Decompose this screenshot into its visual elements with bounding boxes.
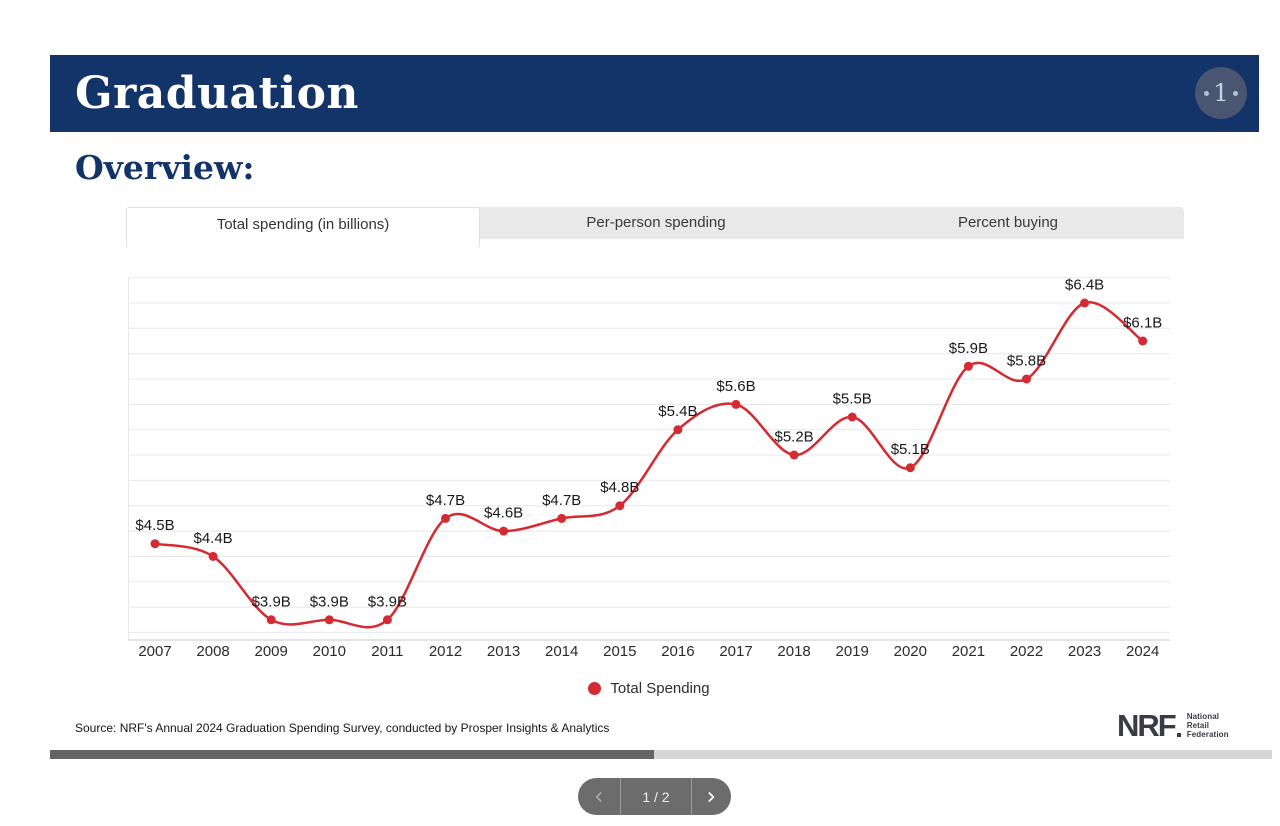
pager: 1 / 2 [578,778,731,815]
data-point[interactable] [731,399,741,409]
data-label: $3.9B [310,593,349,610]
scrollbar-thumb[interactable] [50,750,654,759]
data-point[interactable] [673,425,683,435]
data-label: $5.4B [658,403,697,420]
x-axis-label: 2018 [777,643,810,660]
x-axis-label: 2012 [429,643,462,660]
page-title: Graduation [75,68,359,119]
tab-percent-buying[interactable]: Percent buying [957,214,1059,231]
data-point[interactable] [847,412,857,422]
data-point[interactable] [1080,298,1090,308]
nrf-logo: NRF National Retail Federation [1117,710,1229,741]
data-label: $4.7B [426,492,465,509]
data-point[interactable] [324,615,334,625]
data-label: $4.6B [484,505,523,522]
badge-number: 1 [1213,79,1229,107]
total-spending-line [154,301,1144,629]
data-point[interactable] [266,615,276,625]
badge-dot-icon [1204,90,1210,96]
x-axis-label: 2020 [894,643,927,660]
x-axis-label: 2024 [1126,643,1159,660]
data-label: $4.7B [542,492,581,509]
x-axis-label: 2017 [719,643,752,660]
legend-marker-icon [588,682,602,695]
data-point[interactable] [905,463,915,473]
data-point[interactable] [963,361,973,371]
data-point[interactable] [1022,374,1031,384]
data-label: $5.5B [833,391,872,408]
x-axis-label: 2015 [603,643,636,660]
nrf-logo-text: NRF [1117,710,1181,741]
x-axis-label: 2013 [487,643,520,660]
section-heading: Overview: [75,148,255,187]
x-axis-label: 2009 [255,643,288,660]
nrf-logo-tagline: National Retail Federation [1186,712,1229,739]
data-label: $4.8B [600,479,639,496]
data-label: $6.4B [1065,277,1104,294]
horizontal-scrollbar[interactable] [50,750,1272,759]
x-axis-label: 2014 [545,643,578,660]
data-label: $5.2B [774,429,813,446]
chevron-left-icon [596,791,602,802]
prev-page-button[interactable] [578,778,620,815]
data-label: $3.9B [368,593,407,610]
x-axis-label: 2010 [313,643,346,660]
x-axis-label: 2008 [196,643,229,660]
data-label: $4.4B [193,530,232,547]
data-point[interactable] [789,450,799,460]
x-axis-label: 2011 [371,643,403,660]
title-bar: Graduation 1 [50,55,1259,132]
data-point[interactable] [499,526,509,536]
legend-label: Total Spending [610,680,710,697]
x-axis-label: 2023 [1068,643,1101,660]
tab-total-spending-in-billions[interactable]: Total spending (in billions) [126,207,480,247]
data-label: $5.6B [716,378,755,395]
next-page-button[interactable] [692,778,731,815]
data-point[interactable] [557,513,567,523]
data-label: $6.1B [1123,315,1162,332]
x-axis-label: 2007 [138,643,171,660]
annotation-badge[interactable]: 1 [1195,67,1247,119]
x-axis-label: 2022 [1010,643,1043,660]
data-label: $3.9B [252,593,291,610]
data-label: $4.5B [135,517,174,534]
chart-tabs: Total spending (in billions) Per-person s… [126,207,1184,247]
data-label: $5.1B [891,441,930,458]
data-point[interactable] [441,513,450,523]
tab-per-person-spending[interactable]: Per-person spending [586,214,726,231]
x-axis-label: 2016 [661,643,694,660]
badge-dot-icon [1232,90,1238,96]
page-indicator: 1 / 2 [620,778,692,815]
data-point[interactable] [150,539,160,549]
source-text: Source: NRF's Annual 2024 Graduation Spe… [75,721,610,735]
x-axis-label: 2021 [952,643,985,660]
chevron-right-icon [708,791,715,802]
data-point[interactable] [382,615,392,625]
data-label: $5.8B [1007,353,1046,370]
data-point[interactable] [1138,336,1148,346]
x-axis-label: 2019 [836,643,869,660]
data-label: $5.9B [949,340,988,357]
nrf-logo-dot [1176,733,1181,737]
total-spending-line-chart[interactable]: $4.5B $4.4B $3.9B $3.9B $3.9B $4.7B $4.6B $4.7B… [128,268,1170,664]
chart-legend[interactable]: Total Spending [128,680,1170,697]
data-point[interactable] [208,551,218,561]
data-point[interactable] [615,501,625,511]
